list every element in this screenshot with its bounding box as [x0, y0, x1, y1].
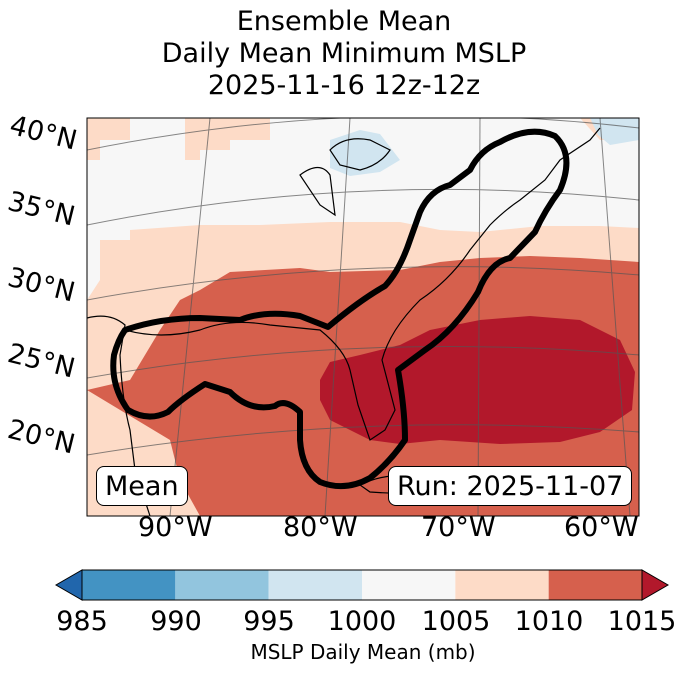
- outlier-contour: [110, 128, 570, 490]
- field-1015-plus: [320, 316, 635, 444]
- cbar-tick-995: 995: [243, 606, 295, 637]
- cbar-segment: [175, 570, 269, 600]
- cbar-tick-1000: 1000: [327, 606, 397, 637]
- cbar-segment: [82, 570, 176, 600]
- cbar-extend-low: [54, 569, 83, 601]
- lon-label-60w: 60°W: [564, 512, 639, 543]
- field-1005-1010-northcentral: [185, 118, 270, 160]
- cbar-tick-990: 990: [150, 606, 202, 637]
- cbar-segment: [455, 570, 549, 600]
- title-line-1: Ensemble Mean: [236, 6, 452, 37]
- colorbar-label: MSLP Daily Mean (mb): [250, 640, 476, 664]
- field-below-1000-ne: [590, 118, 639, 145]
- run-stamp: Run: 2025-11-07: [388, 466, 633, 506]
- cbar-frame: [81, 569, 643, 601]
- lon-label-70w: 70°W: [421, 512, 496, 543]
- field-1005-1010-north: [87, 118, 130, 160]
- cbar-segment: [268, 570, 362, 600]
- title-line-2: Daily Mean Minimum MSLP: [161, 38, 527, 69]
- title-line-3: 2025-11-16 12z-12z: [207, 70, 481, 101]
- cbar-extend-high: [641, 569, 670, 601]
- cbar-tick-1015: 1015: [607, 606, 677, 637]
- lon-label-90w: 90°W: [138, 512, 213, 543]
- cbar-tick-1010: 1010: [514, 606, 584, 637]
- mean-stamp: Mean: [96, 466, 188, 506]
- cbar-tick-1005: 1005: [421, 606, 491, 637]
- colorbar: [54, 569, 670, 601]
- cbar-segment: [548, 570, 642, 600]
- cbar-segment: [362, 570, 456, 600]
- cbar-tick-985: 985: [56, 606, 108, 637]
- map-frame: [86, 117, 640, 517]
- lon-label-80w: 80°W: [283, 512, 358, 543]
